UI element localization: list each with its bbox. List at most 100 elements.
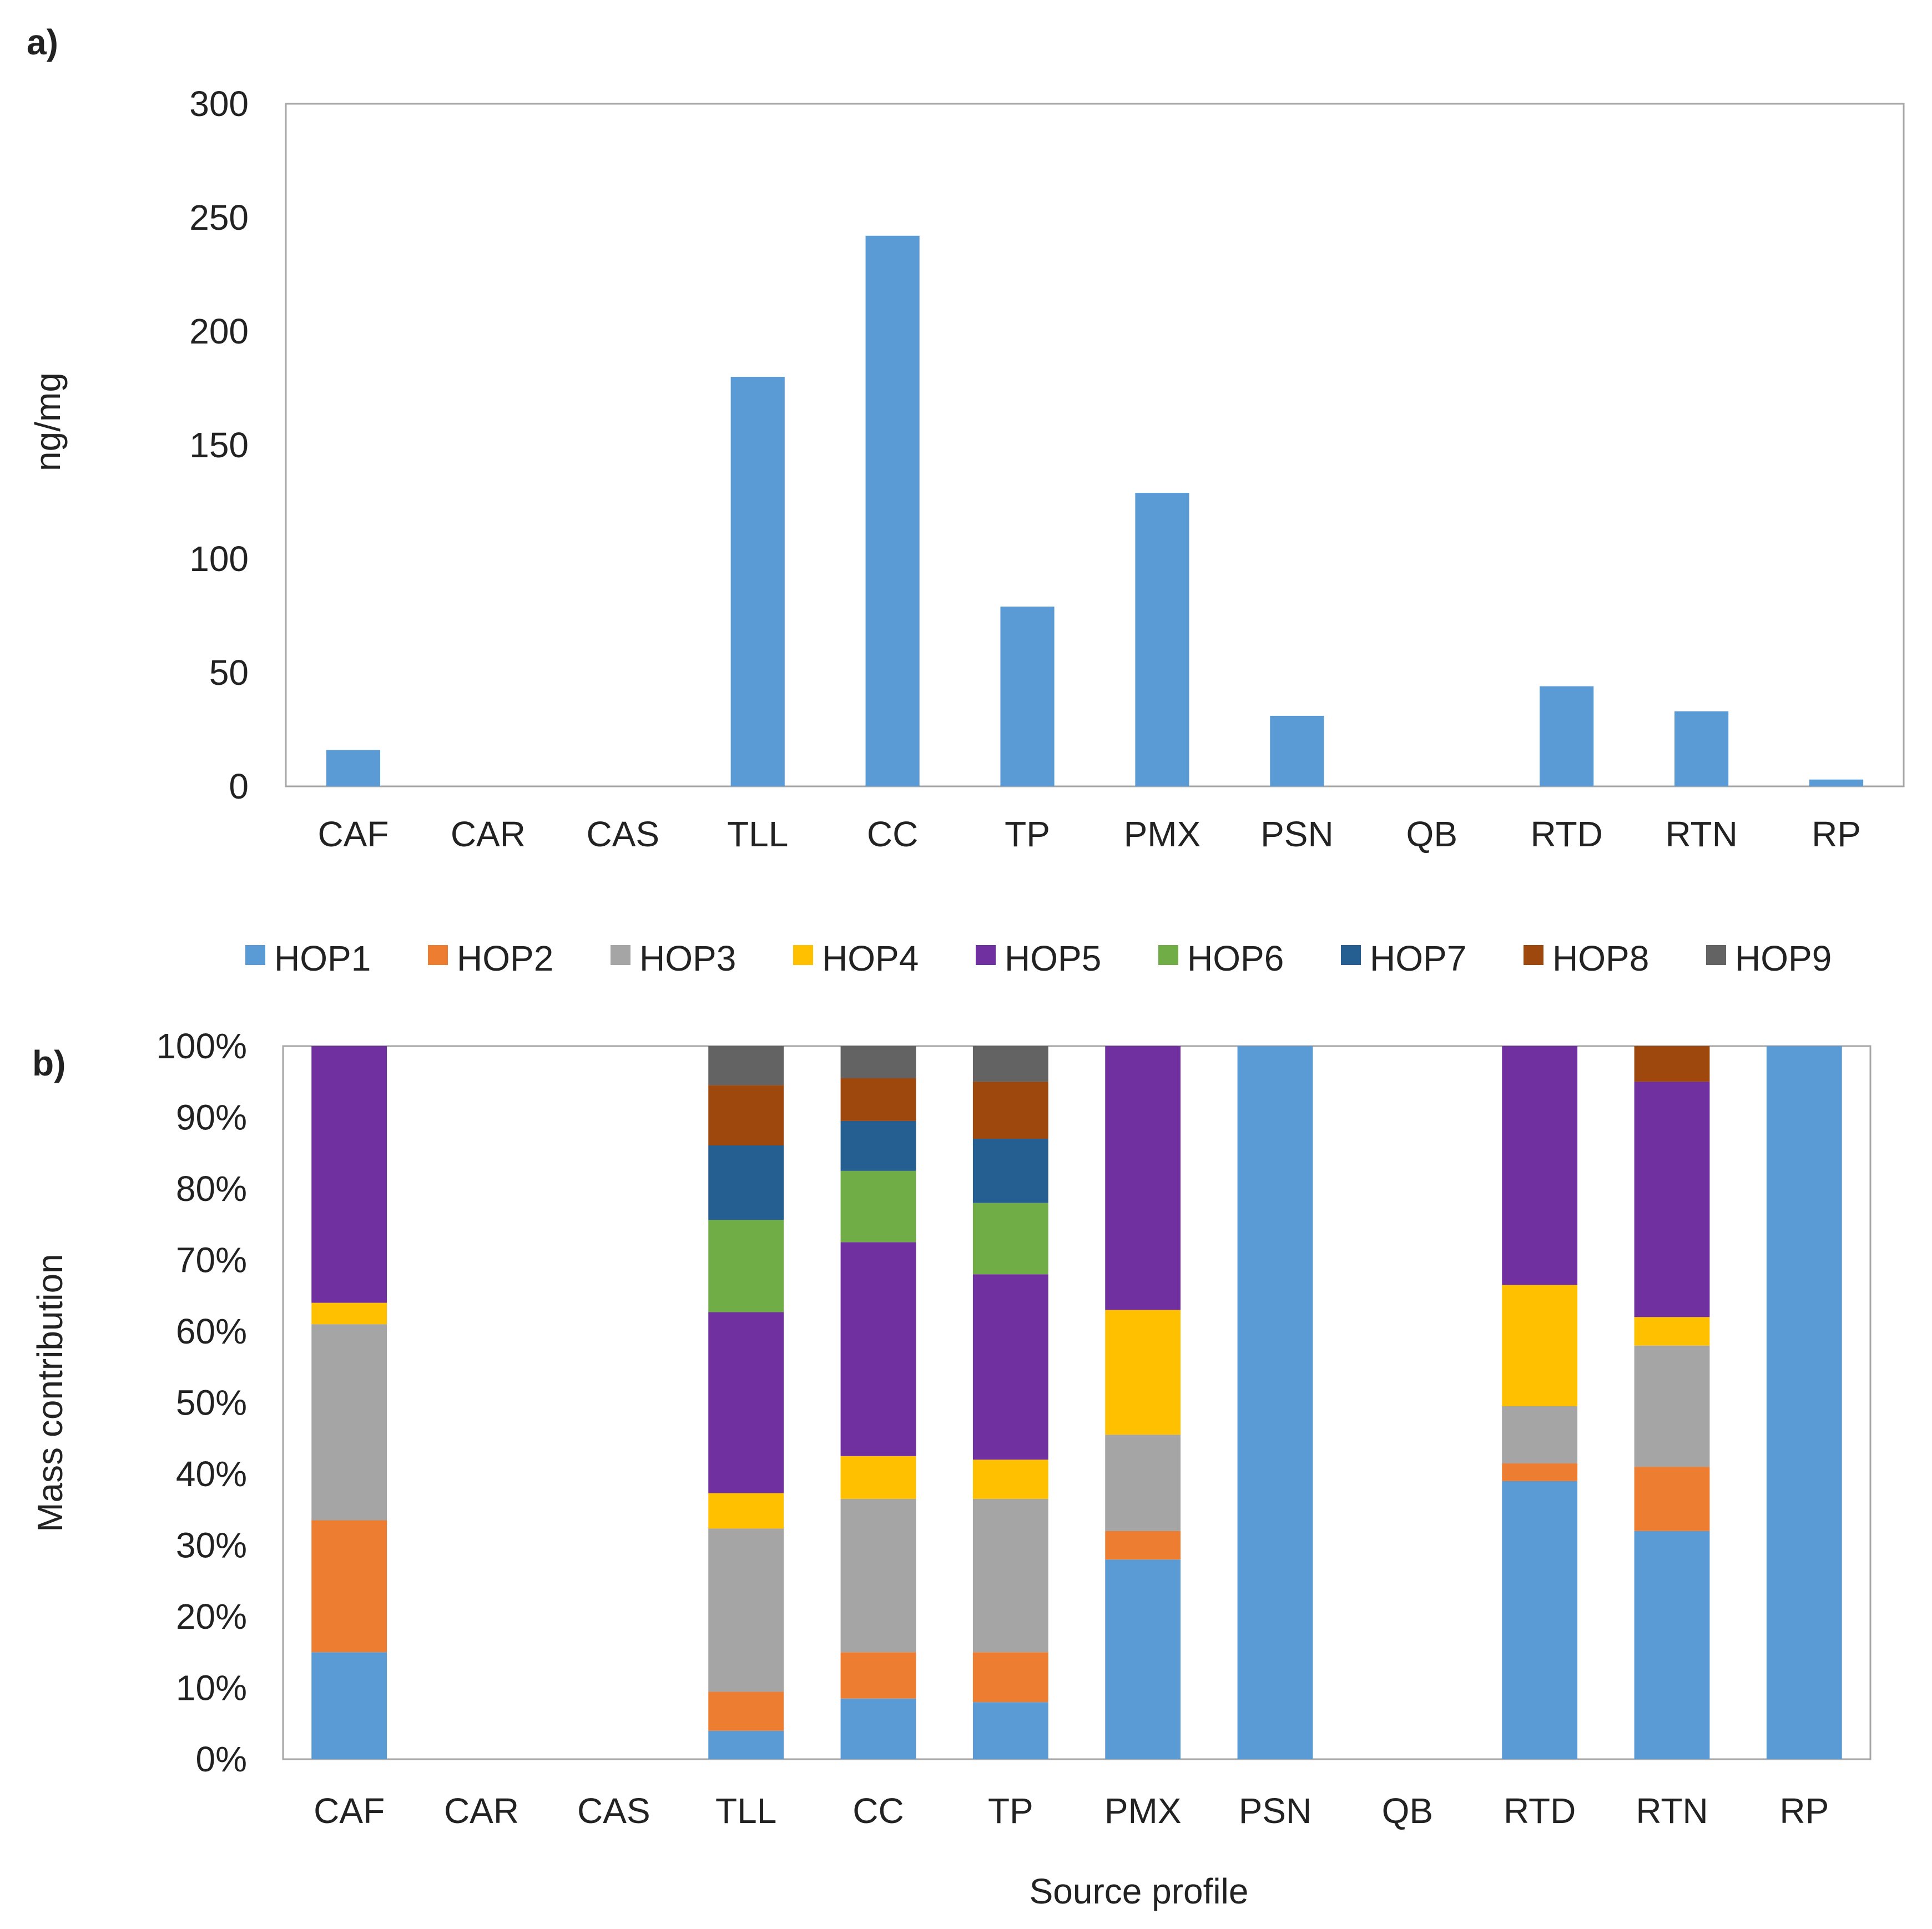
x-tick-label: RTN <box>1665 814 1737 854</box>
segment-rp-hop1 <box>1766 1046 1842 1759</box>
x-tick-label: CAF <box>314 1791 385 1831</box>
x-tick-label: PSN <box>1239 1791 1312 1831</box>
x-tick-label: CAF <box>317 814 389 854</box>
legend-item-hop6: HOP6 <box>1158 938 1284 978</box>
y-axis-b: 0% 10% 20% 30% 40% 50% 60% 70% 80% 90% 100% <box>156 1026 247 1779</box>
segment-rtn-hop2 <box>1634 1467 1710 1531</box>
segment-rtd-hop5 <box>1502 1046 1578 1285</box>
segment-tp-hop3 <box>972 1498 1048 1653</box>
legend-label: HOP1 <box>274 938 371 978</box>
legend-swatch <box>1706 945 1726 965</box>
segment-cc-hop6 <box>840 1170 916 1243</box>
segment-tp-hop7 <box>972 1139 1048 1203</box>
y-tick-label: 90% <box>176 1098 247 1138</box>
segment-tll-hop7 <box>708 1145 784 1220</box>
x-tick-label: PMX <box>1104 1791 1182 1831</box>
segment-pmx-hop1 <box>1105 1559 1181 1759</box>
segment-cc-hop1 <box>840 1698 916 1759</box>
x-tick-label: QB <box>1382 1791 1433 1831</box>
bar-tp <box>1000 607 1055 786</box>
y-tick-label: 100% <box>156 1026 247 1066</box>
y-tick-label: 20% <box>176 1597 247 1637</box>
y-tick-label: 200 <box>189 311 249 351</box>
x-axis-b: CAF CAR CAS TLL CC TP PMX PSN QB RTD RTN RP <box>314 1791 1829 1831</box>
segment-tll-hop5 <box>708 1312 784 1493</box>
segment-tp-hop6 <box>972 1203 1048 1275</box>
plot-area-a <box>285 103 1905 787</box>
y-tick-label: 300 <box>189 84 249 124</box>
panel-label-a: a) <box>27 22 58 62</box>
bar-psn <box>1270 715 1324 786</box>
segment-tll-hop1 <box>708 1730 784 1759</box>
y-axis-a: 0 50 100 150 200 250 300 <box>189 84 249 806</box>
legend-item-hop4: HOP4 <box>793 938 919 978</box>
y-tick-label: 50 <box>209 653 249 693</box>
segment-caf-hop4 <box>311 1302 387 1325</box>
segment-rtd-hop4 <box>1502 1285 1578 1406</box>
x-tick-label: RTD <box>1531 814 1603 854</box>
legend-item-hop1: HOP1 <box>245 938 371 978</box>
plot-area-b <box>282 1045 1872 1760</box>
segment-cc-hop3 <box>840 1498 916 1653</box>
segment-tll-hop3 <box>708 1528 784 1692</box>
legend-item-hop9: HOP9 <box>1706 938 1832 978</box>
segment-tp-hop5 <box>972 1274 1048 1460</box>
y-axis-title-b: Mass contribution <box>30 1254 70 1532</box>
legend-item-hop8: HOP8 <box>1524 938 1649 978</box>
x-tick-label: CAR <box>444 1791 519 1831</box>
y-tick-label: 150 <box>189 425 249 465</box>
segment-pmx-hop4 <box>1105 1310 1181 1435</box>
segment-cc-hop4 <box>840 1456 916 1499</box>
legend-label: HOP3 <box>639 938 736 978</box>
chart-a: a) 0 50 100 150 200 250 300 CAF CAR CAS TLL CC TP PM… <box>27 22 1905 854</box>
bar-rp <box>1809 779 1864 786</box>
y-tick-label: 250 <box>189 198 249 238</box>
bar-rtd <box>1540 686 1594 786</box>
legend-swatch <box>428 945 448 965</box>
segment-rtn-hop3 <box>1634 1345 1710 1467</box>
segment-cc-hop9 <box>840 1046 916 1078</box>
x-tick-label: RP <box>1812 814 1861 854</box>
x-axis-title-b: Source profile <box>1030 1871 1249 1911</box>
x-tick-label: TP <box>988 1791 1033 1831</box>
x-tick-label: TP <box>1005 814 1050 854</box>
legend-label: HOP6 <box>1187 938 1284 978</box>
segment-tp-hop4 <box>972 1460 1048 1499</box>
chart-b: b) 0% 10% 20% 30% 40% 50% 60% 70% 80% 90% 100% CAF… <box>30 1026 1872 1911</box>
x-tick-label: RTD <box>1504 1791 1576 1831</box>
legend-swatch <box>976 945 996 965</box>
segment-rtn-hop5 <box>1634 1082 1710 1317</box>
segment-tll-hop4 <box>708 1493 784 1529</box>
legend-label: HOP5 <box>1005 938 1101 978</box>
segment-tp-hop8 <box>972 1082 1048 1139</box>
segment-rtd-hop3 <box>1502 1406 1578 1463</box>
legend-label: HOP2 <box>457 938 553 978</box>
bar-pmx <box>1135 493 1189 786</box>
y-tick-label: 100 <box>189 539 249 579</box>
y-tick-label: 0 <box>229 766 249 806</box>
x-tick-label: TLL <box>727 814 788 854</box>
segment-tp-hop2 <box>972 1652 1048 1703</box>
segment-pmx-hop3 <box>1105 1435 1181 1531</box>
segment-tll-hop6 <box>708 1220 784 1312</box>
legend-label: HOP4 <box>822 938 919 978</box>
x-tick-label: TLL <box>715 1791 776 1831</box>
bar-rtn <box>1674 711 1729 786</box>
segment-tll-hop8 <box>708 1085 784 1146</box>
bar-cc <box>865 235 920 786</box>
segment-cc-hop8 <box>840 1078 916 1121</box>
x-tick-label: CC <box>867 814 918 854</box>
legend-item-hop3: HOP3 <box>611 938 736 978</box>
legend-item-hop7: HOP7 <box>1341 938 1466 978</box>
segment-rtn-hop4 <box>1634 1317 1710 1346</box>
legend-swatch <box>1158 945 1178 965</box>
segment-rtn-hop1 <box>1634 1531 1710 1759</box>
segment-caf-hop1 <box>311 1652 387 1759</box>
segment-rtd-hop1 <box>1502 1481 1578 1759</box>
bar-caf <box>326 750 381 786</box>
legend-item-hop2: HOP2 <box>428 938 553 978</box>
segment-tll-hop2 <box>708 1691 784 1731</box>
legend-label: HOP7 <box>1370 938 1466 978</box>
y-tick-label: 40% <box>176 1454 247 1494</box>
